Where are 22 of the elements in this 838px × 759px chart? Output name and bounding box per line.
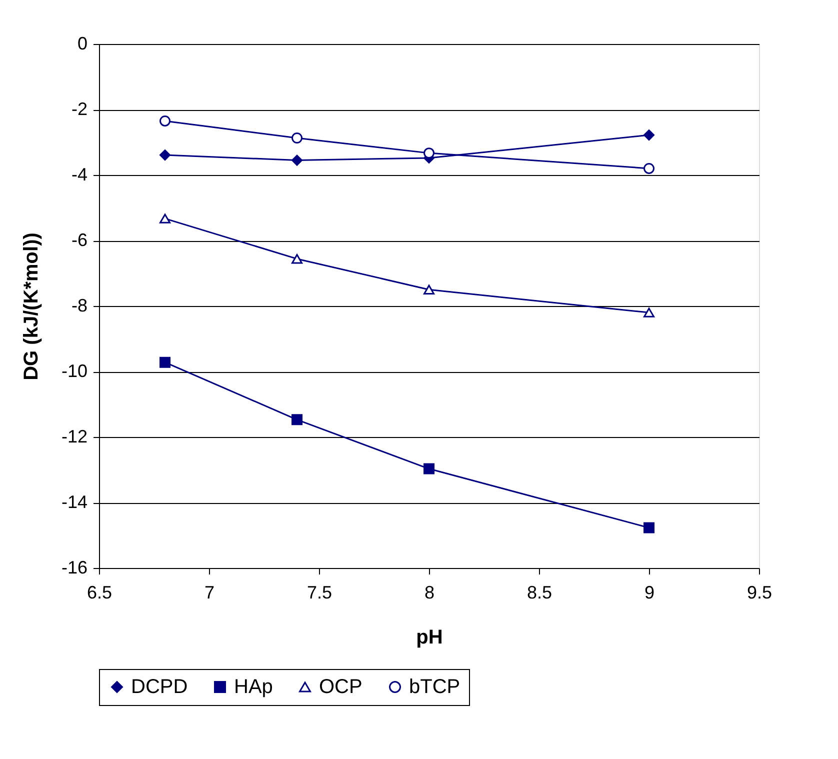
- x-tick-label: 7: [204, 582, 215, 602]
- y-tick-label: -12: [61, 426, 88, 446]
- y-tick-label: 0: [77, 34, 88, 54]
- y-tick-label: -16: [61, 558, 88, 578]
- y-tick-label: -8: [71, 296, 88, 316]
- y-axis-title: DG (kJ/(K*mol)): [20, 232, 42, 380]
- x-axis-title: pH: [416, 626, 443, 648]
- y-tick-label: -14: [61, 492, 88, 512]
- x-tick-label: 9: [644, 582, 655, 602]
- y-tick-label: -10: [61, 361, 88, 381]
- y-tick-label: -6: [71, 230, 88, 250]
- legend-label: DCPD: [131, 676, 188, 698]
- x-tick-label: 6.5: [86, 582, 112, 602]
- legend-label: bTCP: [409, 676, 460, 698]
- x-tick-label: 8.5: [526, 582, 552, 602]
- legend-label: OCP: [319, 676, 362, 698]
- x-tick-label: 9.5: [746, 582, 772, 602]
- x-tick-label: 7.5: [306, 582, 332, 602]
- y-tick-label: -2: [71, 99, 88, 119]
- y-tick-label: -4: [71, 164, 88, 184]
- x-tick-label: 8: [424, 582, 435, 602]
- legend-label: HAp: [234, 676, 273, 698]
